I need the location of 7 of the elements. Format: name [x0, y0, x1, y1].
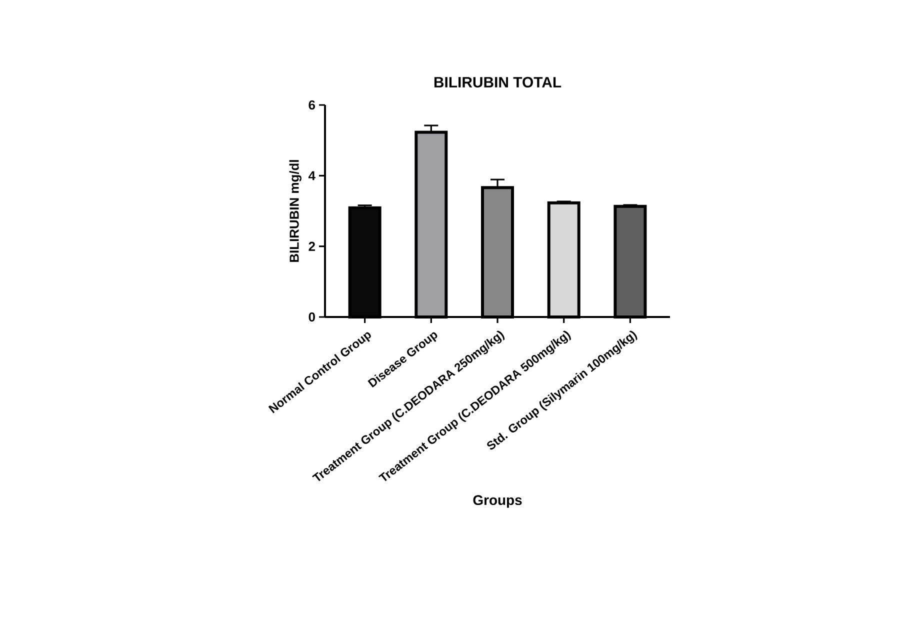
y-tick-label: 0 [308, 312, 315, 322]
x-axis-title: Groups [473, 495, 522, 508]
y-tick-label: 2 [308, 242, 315, 251]
chart-title: BILIRUBIN TOTAL [434, 76, 562, 88]
y-axis-title: BILIRUBIN mg/dl [289, 160, 302, 262]
y-tick-label: 4 [308, 171, 316, 180]
y-tick-label: 6 [308, 100, 316, 110]
